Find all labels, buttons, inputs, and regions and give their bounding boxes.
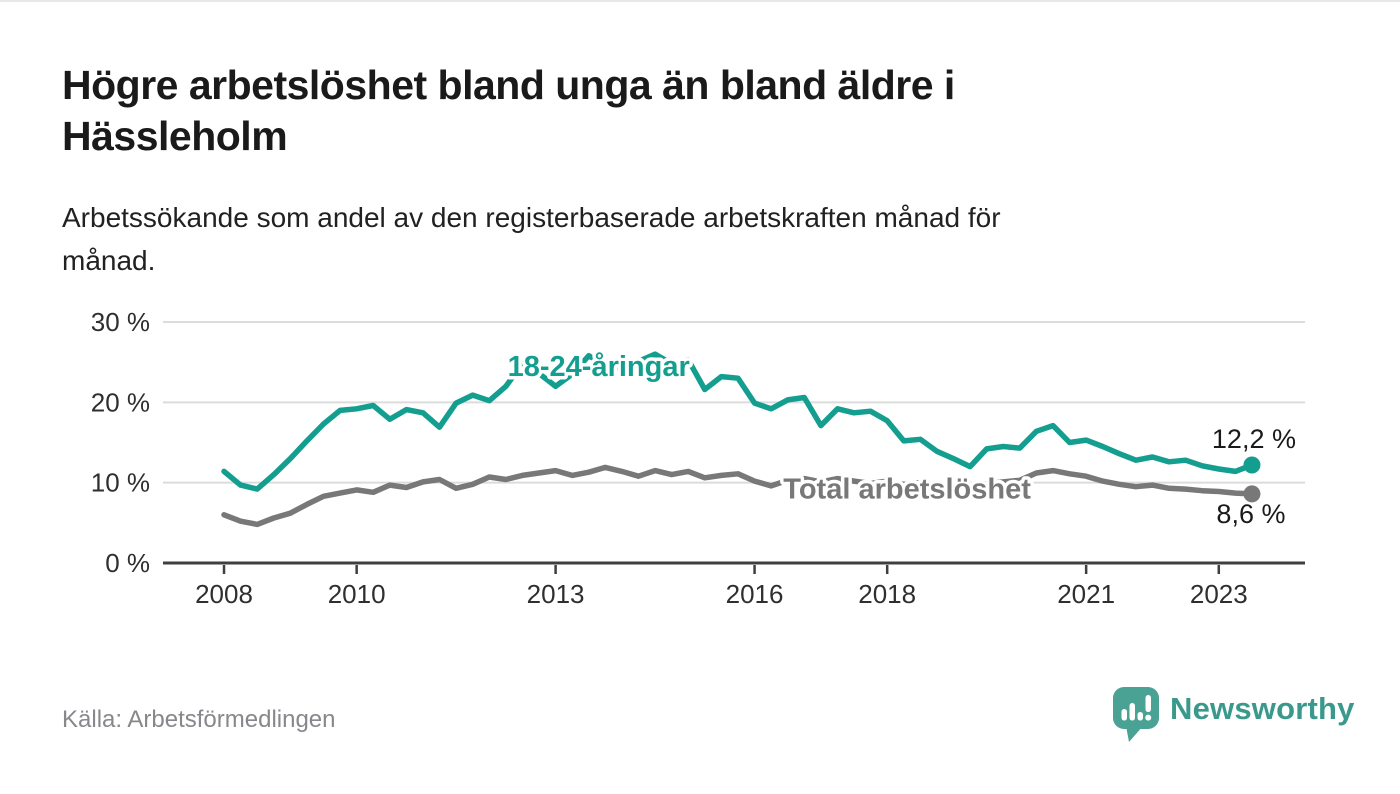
x-tick-label-2010: 2010 — [328, 579, 386, 609]
x-tick-label-2021: 2021 — [1057, 579, 1115, 609]
newsworthy-brand: Newsworthy — [1112, 686, 1355, 744]
end-value-label-0: 12,2 % — [1212, 424, 1296, 454]
x-tick-label-2016: 2016 — [726, 579, 784, 609]
logo-exclamation-bar — [1145, 695, 1151, 712]
subtitle-line-2: månad. — [62, 245, 156, 276]
subtitle-line-1: Arbetssökande som andel av den registerb… — [62, 202, 1001, 233]
newsworthy-wordmark: Newsworthy — [1170, 691, 1355, 726]
logo-bar-1 — [1121, 709, 1127, 721]
x-tick-label-2023: 2023 — [1190, 579, 1248, 609]
logo-bar-2 — [1129, 703, 1135, 721]
series-line-1 — [221, 464, 1255, 528]
source-label: Källa: Arbetsförmedlingen — [62, 706, 336, 733]
newsworthy-logo-icon — [1113, 687, 1159, 742]
x-tick-label-2013: 2013 — [527, 579, 585, 609]
series-end-dot-1 — [1243, 485, 1261, 503]
series-label-1: Total arbetslöshet — [783, 473, 1031, 505]
page-title: Högre arbetslöshet bland unga än bland ä… — [62, 60, 955, 162]
logo-bar-3 — [1137, 712, 1143, 721]
x-tick-label-2018: 2018 — [858, 579, 916, 609]
y-tick-label-20: 20 % — [91, 387, 150, 417]
x-tick-label-2008: 2008 — [195, 579, 253, 609]
title-line-2: Hässleholm — [62, 113, 288, 159]
title-line-1: Högre arbetslöshet bland unga än bland ä… — [62, 62, 955, 108]
y-tick-label-30: 30 % — [91, 307, 150, 337]
y-tick-label-0: 0 % — [105, 548, 150, 578]
logo-exclamation-dot — [1145, 714, 1152, 721]
chart-subtitle: Arbetssökande som andel av den registerb… — [62, 196, 1001, 282]
end-value-label-1: 8,6 % — [1216, 499, 1285, 529]
series-label-0: 18-24-åringar — [508, 351, 690, 383]
series-end-dot-0 — [1243, 456, 1261, 474]
y-tick-label-10: 10 % — [91, 468, 150, 498]
series-line-0 — [221, 351, 1255, 492]
